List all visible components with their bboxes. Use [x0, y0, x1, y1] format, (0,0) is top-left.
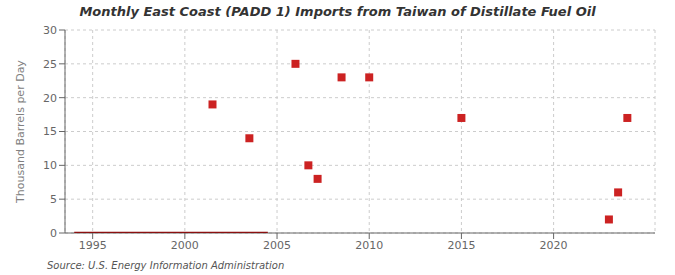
- svg-text:1995: 1995: [79, 239, 107, 252]
- svg-text:10: 10: [43, 159, 57, 172]
- html-text:Monthly East Coast (PADD 1) Im: Monthly East Coast (PADD 1) Imports from…: [79, 4, 596, 19]
- svg-text:15: 15: [43, 125, 57, 138]
- svg-text:2020: 2020: [540, 239, 568, 252]
- svg-text:2010: 2010: [355, 239, 383, 252]
- svg-text:2015: 2015: [447, 239, 475, 252]
- svg-text:0: 0: [50, 227, 57, 240]
- svg-text:2005: 2005: [263, 239, 291, 252]
- svg-text:20: 20: [43, 92, 57, 105]
- svg-text:2000: 2000: [171, 239, 199, 252]
- svg-text:25: 25: [43, 58, 57, 71]
- svg-text:30: 30: [43, 24, 57, 37]
- svg-text:5: 5: [50, 193, 57, 206]
- html-text:Source: U.S. Energy Informatio: Source: U.S. Energy Information Administ…: [47, 260, 285, 271]
- svg-text:Thousand Barrels per Day: Thousand Barrels per Day: [14, 60, 27, 204]
